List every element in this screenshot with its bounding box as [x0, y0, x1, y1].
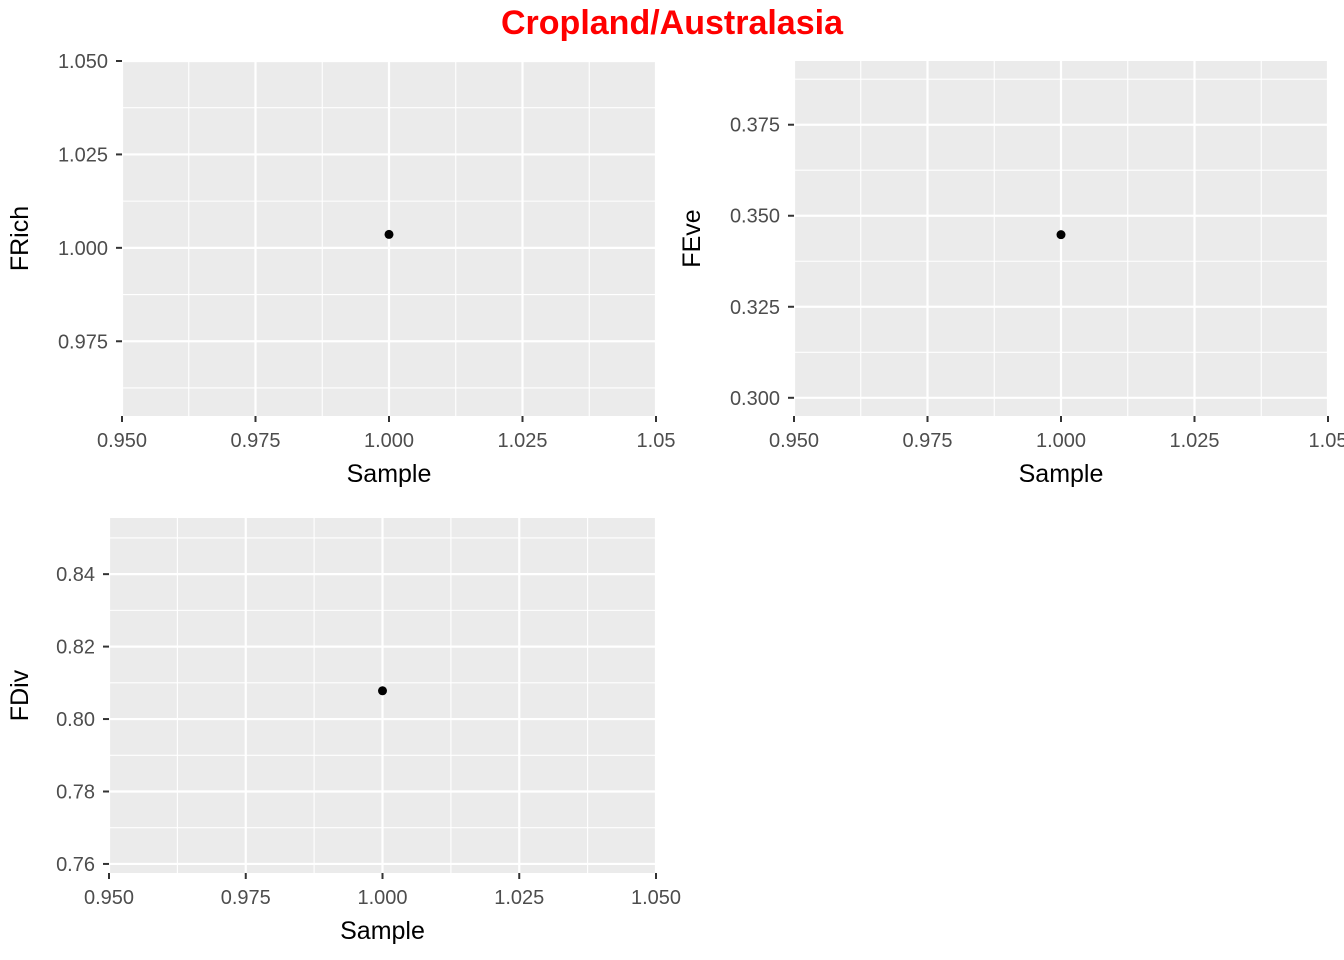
y-axis-title: FEve	[678, 209, 706, 267]
x-axis-title: Sample	[1019, 460, 1104, 488]
y-tick-label: 0.975	[58, 331, 108, 353]
x-tick-label: 1.05	[637, 430, 676, 452]
y-tick-label: 1.000	[58, 238, 108, 260]
x-tick-label: 0.975	[902, 430, 952, 452]
x-axis-title: Sample	[347, 460, 432, 488]
y-tick-label: 0.80	[56, 709, 95, 731]
x-tick-label: 1.05	[1309, 430, 1344, 452]
x-tick-label: 0.950	[97, 430, 147, 452]
plot-panel-3: 0.950 0.975 1.000 1.025 1.050 0.76 0.78 0.80 0.8…	[6, 518, 681, 945]
x-tick-label: 1.050	[631, 887, 681, 909]
x-tick-label: 1.000	[364, 430, 414, 452]
x-tick-label: 1.025	[494, 887, 544, 909]
y-axis-title: FRich	[6, 206, 34, 271]
x-tick-label: 1.025	[497, 430, 547, 452]
x-tick-label: 0.975	[221, 887, 271, 909]
y-tick-label: 0.78	[56, 781, 95, 803]
y-tick-label: 0.76	[56, 854, 95, 876]
plot-panel-2: 0.950 0.975 1.000 1.025 1.05 0.300 0.325 0.350 0…	[678, 61, 1344, 488]
x-tick-label: 0.975	[230, 430, 280, 452]
y-axis-title: FDiv	[6, 669, 34, 721]
x-tick-label: 0.950	[84, 887, 134, 909]
y-tick-label: 1.050	[58, 51, 108, 73]
data-point	[378, 686, 387, 696]
x-tick-label: 0.950	[769, 430, 819, 452]
data-point	[384, 229, 394, 239]
y-tick-label: 0.84	[56, 564, 95, 586]
chart-title: Cropland/Australasia	[501, 4, 843, 42]
y-tick-label: 0.300	[730, 388, 780, 410]
y-tick-label: 1.025	[58, 144, 108, 166]
y-tick-label: 0.350	[730, 206, 780, 228]
plot-panel-1: 0.950 0.975 1.000 1.025 1.05 0.975 1.000 1.025 1…	[6, 51, 675, 488]
y-tick-label: 0.375	[730, 115, 780, 137]
x-tick-label: 1.000	[357, 887, 407, 909]
x-tick-label: 1.025	[1169, 430, 1219, 452]
x-axis-title: Sample	[340, 917, 425, 945]
data-point	[1056, 230, 1066, 240]
x-tick-label: 1.000	[1036, 430, 1086, 452]
y-tick-label: 0.82	[56, 637, 95, 659]
y-tick-label: 0.325	[730, 297, 780, 319]
